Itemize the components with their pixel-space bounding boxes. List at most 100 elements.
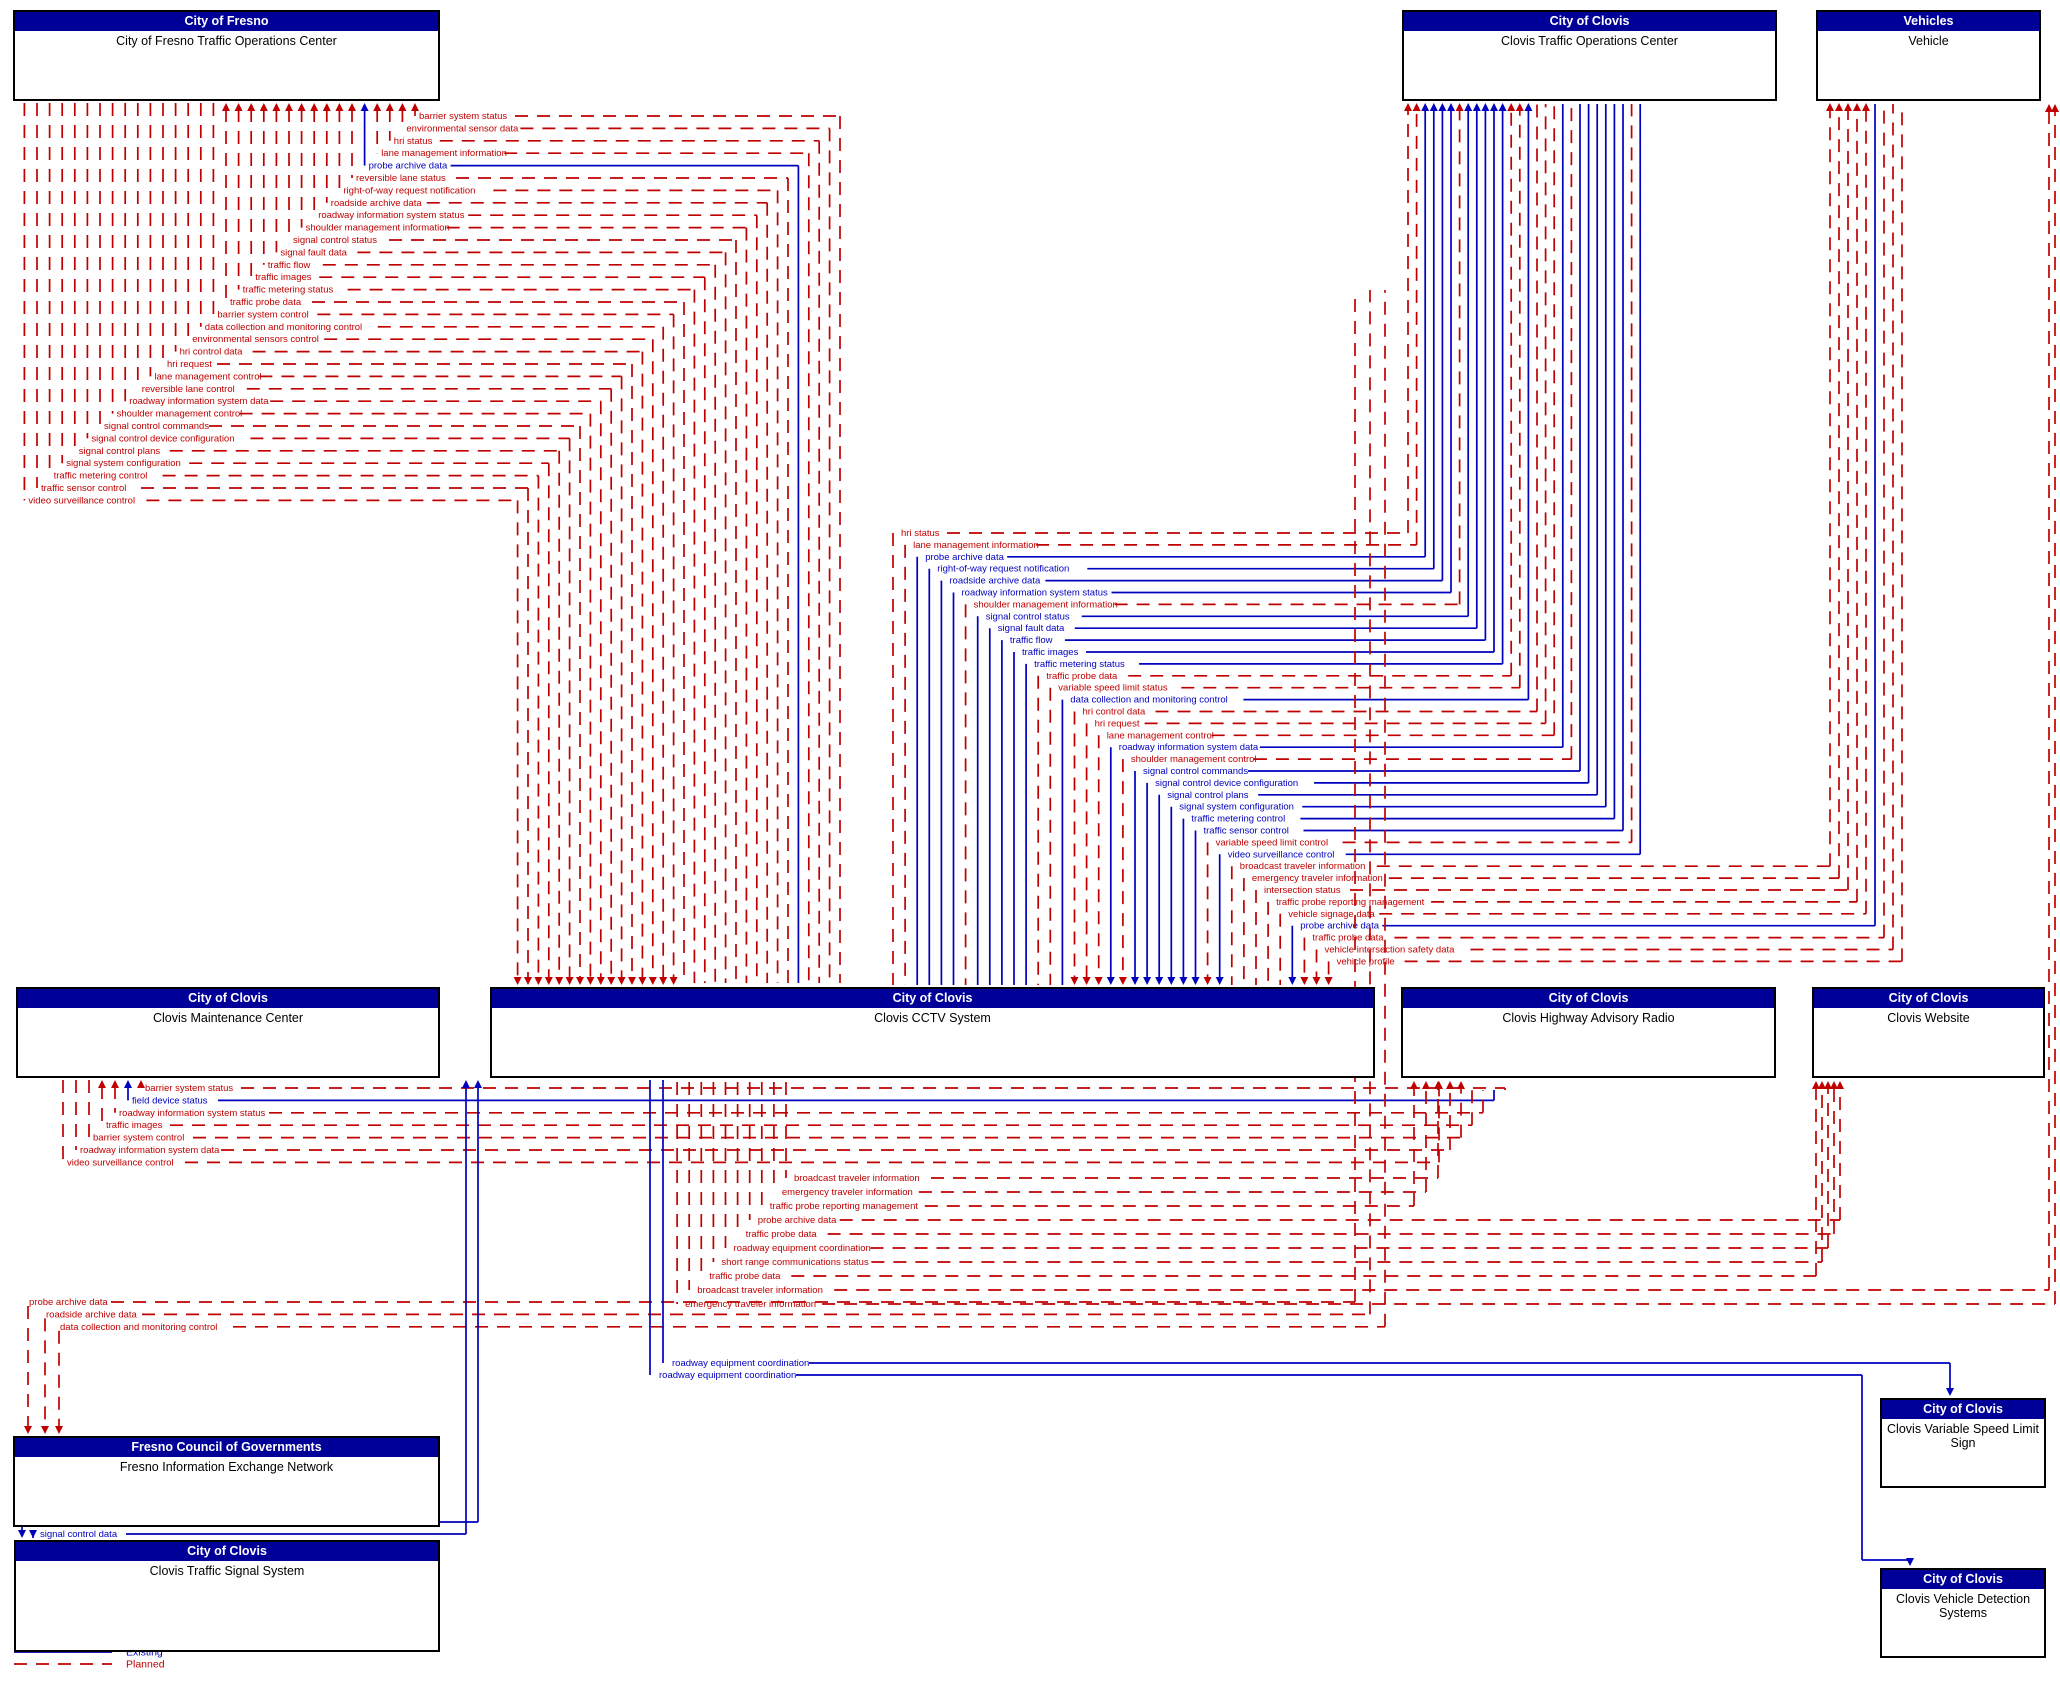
entity-box-website[interactable]: City of Clovis Clovis Website (1812, 987, 2045, 1078)
flow-label: roadway equipment coordination (672, 1358, 809, 1369)
arrowhead-down (55, 1426, 63, 1434)
arrowhead-down (1191, 977, 1200, 985)
entity-box-maintenance[interactable]: City of Clovis Clovis Maintenance Center (16, 987, 440, 1078)
arrowhead-up (259, 103, 268, 111)
arrowhead-up (1490, 103, 1498, 111)
flow-label: shoulder management control (117, 409, 243, 420)
entity-name: Clovis Vehicle Detection Systems (1895, 1592, 2031, 1620)
flow-label: roadway information system data (129, 396, 269, 407)
arrowhead-up (111, 1080, 119, 1088)
entity-box-har[interactable]: City of Clovis Clovis Highway Advisory Ra… (1401, 987, 1776, 1078)
arrowhead-up (297, 103, 306, 111)
flow-label: variable speed limit status (1058, 683, 1168, 694)
entity-org: Vehicles (1818, 12, 2039, 31)
arrowhead-down (1155, 977, 1164, 985)
flow-label: shoulder management information (974, 599, 1118, 610)
entity-org: City of Clovis (1882, 1400, 2044, 1419)
entity-box-fien[interactable]: Fresno Council of Governments Fresno Info… (13, 1436, 440, 1527)
flow-label: signal control plans (1167, 790, 1249, 801)
flow-label: hri request (167, 359, 212, 370)
entity-name: Clovis Maintenance Center (152, 1011, 304, 1025)
entity-org: City of Clovis (1882, 1570, 2044, 1589)
arrowhead-up (234, 103, 243, 111)
arrowhead-up (1481, 103, 1490, 111)
arrowhead-down (1106, 977, 1115, 985)
entity-box-fresno-toc[interactable]: City of Fresno City of Fresno Traffic Ope… (13, 10, 440, 101)
flow-label: traffic probe data (230, 297, 302, 308)
arrowhead-down (1906, 1558, 1914, 1566)
flow-label: lane management information (913, 540, 1039, 551)
entity-box-tss[interactable]: City of Clovis Clovis Traffic Signal Syst… (14, 1540, 440, 1652)
arrowhead-up (322, 103, 331, 111)
flow-label: right-of-way request notification (937, 564, 1069, 575)
arrowhead-up (462, 1080, 470, 1088)
arrowhead-up (1818, 1081, 1826, 1089)
entity-org: City of Clovis (1814, 989, 2043, 1008)
flow-label: hri control data (180, 347, 244, 358)
arrowhead-down (555, 977, 564, 985)
flow-label: signal control commands (1143, 766, 1248, 777)
arrowhead-up (1507, 103, 1516, 111)
flow-label: traffic probe data (709, 1271, 781, 1282)
flow-label: data collection and monitoring control (205, 322, 362, 333)
entity-box-vds[interactable]: City of Clovis Clovis Vehicle Detection S… (1880, 1568, 2046, 1658)
flow-label: video surveillance control (1228, 849, 1335, 860)
entity-box-vehicle[interactable]: Vehicles Vehicle (1816, 10, 2041, 101)
arrowhead-up (1826, 103, 1834, 111)
arrowhead-up (1498, 103, 1507, 111)
arrowhead-down (628, 977, 636, 985)
flow-label: traffic probe reporting management (1276, 897, 1425, 908)
flow-label: lane management control (1107, 730, 1214, 741)
arrowhead-up (1438, 103, 1447, 111)
flow-label: emergency traveler information (1252, 873, 1383, 884)
arrowhead-down (41, 1426, 49, 1434)
flow-label: signal fault data (280, 247, 347, 258)
arrowhead-up (1455, 103, 1464, 111)
flow-label: probe archive data (925, 552, 1004, 563)
flow-label: traffic metering control (54, 471, 148, 482)
entity-org: Fresno Council of Governments (15, 1438, 438, 1457)
flow-label: video surveillance control (28, 495, 135, 506)
arrowhead-down (1094, 977, 1103, 985)
arrowhead-down (596, 977, 605, 985)
arrowhead-up (1524, 103, 1533, 111)
arrowhead-down (524, 977, 532, 985)
flow-label: hri control data (1083, 707, 1147, 718)
flow-label: roadside archive data (46, 1309, 138, 1320)
entity-box-clovis-toc[interactable]: City of Clovis Clovis Traffic Operations … (1402, 10, 1777, 101)
flow-label: shoulder management control (1131, 754, 1257, 765)
arrowhead-down (1203, 977, 1212, 985)
arrowhead-up (1429, 103, 1438, 111)
entity-name: Clovis Variable Speed Limit Sign (1887, 1422, 2039, 1450)
arrowhead-down (1288, 977, 1297, 985)
arrowhead-up (1853, 103, 1861, 111)
arrowhead-up (1862, 103, 1870, 111)
flow-label: signal control status (293, 235, 377, 246)
entity-org: City of Fresno (15, 12, 438, 31)
arrowhead-up (474, 1080, 482, 1088)
arrowhead-down (1179, 977, 1188, 985)
arrowhead-down (534, 977, 543, 985)
flow-label: roadway information system data (80, 1145, 220, 1156)
flow-label: signal control device configuration (1155, 778, 1298, 789)
arrowhead-up (2051, 104, 2059, 112)
entity-name: Fresno Information Exchange Network (119, 1460, 334, 1474)
flow-label: data collection and monitoring control (60, 1322, 217, 1333)
flow-label: roadway equipment coordination (659, 1370, 796, 1381)
entity-name: Clovis Traffic Operations Center (1501, 34, 1678, 48)
entity-org: City of Clovis (1403, 989, 1774, 1008)
entity-box-cctv[interactable]: City of Clovis Clovis CCTV System (490, 987, 1375, 1078)
arrowhead-down (1324, 977, 1333, 985)
flow-label: reversible lane control (142, 384, 235, 395)
flow-label: variable speed limit control (1216, 837, 1328, 848)
arrowhead-down (1143, 977, 1152, 985)
arrowhead-down (586, 977, 595, 985)
flow-label: probe archive data (1300, 921, 1379, 932)
entity-box-vsls[interactable]: City of Clovis Clovis Variable Speed Limi… (1880, 1398, 2046, 1488)
flow-label: traffic metering control (1191, 814, 1285, 825)
arrowhead-down (638, 977, 647, 985)
flow-label: roadway information system status (318, 210, 465, 221)
flow-label: probe archive data (29, 1297, 108, 1308)
